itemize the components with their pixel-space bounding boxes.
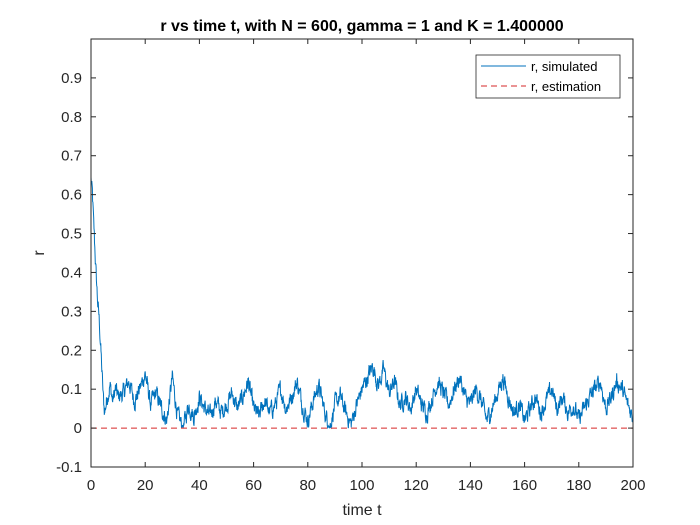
series-layer xyxy=(90,176,634,430)
plot-area xyxy=(91,39,633,467)
x-tick-label: 120 xyxy=(404,477,429,494)
y-tick-label: -0.1 xyxy=(56,459,82,476)
y-tick-label: 0.1 xyxy=(61,381,82,398)
legend-label-estimation: r, estimation xyxy=(531,79,601,94)
y-tick-label: 0.8 xyxy=(61,109,82,126)
y-tick-label: 0.6 xyxy=(61,187,82,204)
y-axis-label: r xyxy=(31,250,48,256)
y-tick-label: 0 xyxy=(74,420,82,437)
x-axis-label: time t xyxy=(342,502,382,519)
legend: r, simulated r, estimation xyxy=(475,54,621,99)
tick-layer: 0 20 40 60 80 100 120 140 160 180 200 -0.1 0 0.1 0.2 0.… xyxy=(56,39,646,494)
y-tick-label: 0.7 xyxy=(61,148,82,165)
x-tick-label: 140 xyxy=(458,477,483,494)
y-tick-label: 0.3 xyxy=(61,303,82,320)
x-tick-label: 180 xyxy=(566,477,591,494)
x-tick-label: 160 xyxy=(512,477,537,494)
x-tick-label: 40 xyxy=(191,477,208,494)
x-tick-label: 80 xyxy=(299,477,316,494)
series-line-simulated xyxy=(90,176,634,430)
x-tick-label: 0 xyxy=(87,477,95,494)
chart-title: r vs time t, with N = 600, gamma = 1 and… xyxy=(160,18,563,35)
legend-label-simulated: r, simulated xyxy=(531,59,597,74)
y-tick-label: 0.9 xyxy=(61,70,82,87)
x-tick-label: 20 xyxy=(137,477,154,494)
y-tick-label: 0.4 xyxy=(61,264,82,281)
y-tick-label: 0.2 xyxy=(61,342,82,359)
x-tick-label: 200 xyxy=(620,477,645,494)
y-tick-label: 0.5 xyxy=(61,226,82,243)
legend-box xyxy=(475,54,621,99)
x-tick-label: 60 xyxy=(245,477,262,494)
x-tick-label: 100 xyxy=(349,477,374,494)
